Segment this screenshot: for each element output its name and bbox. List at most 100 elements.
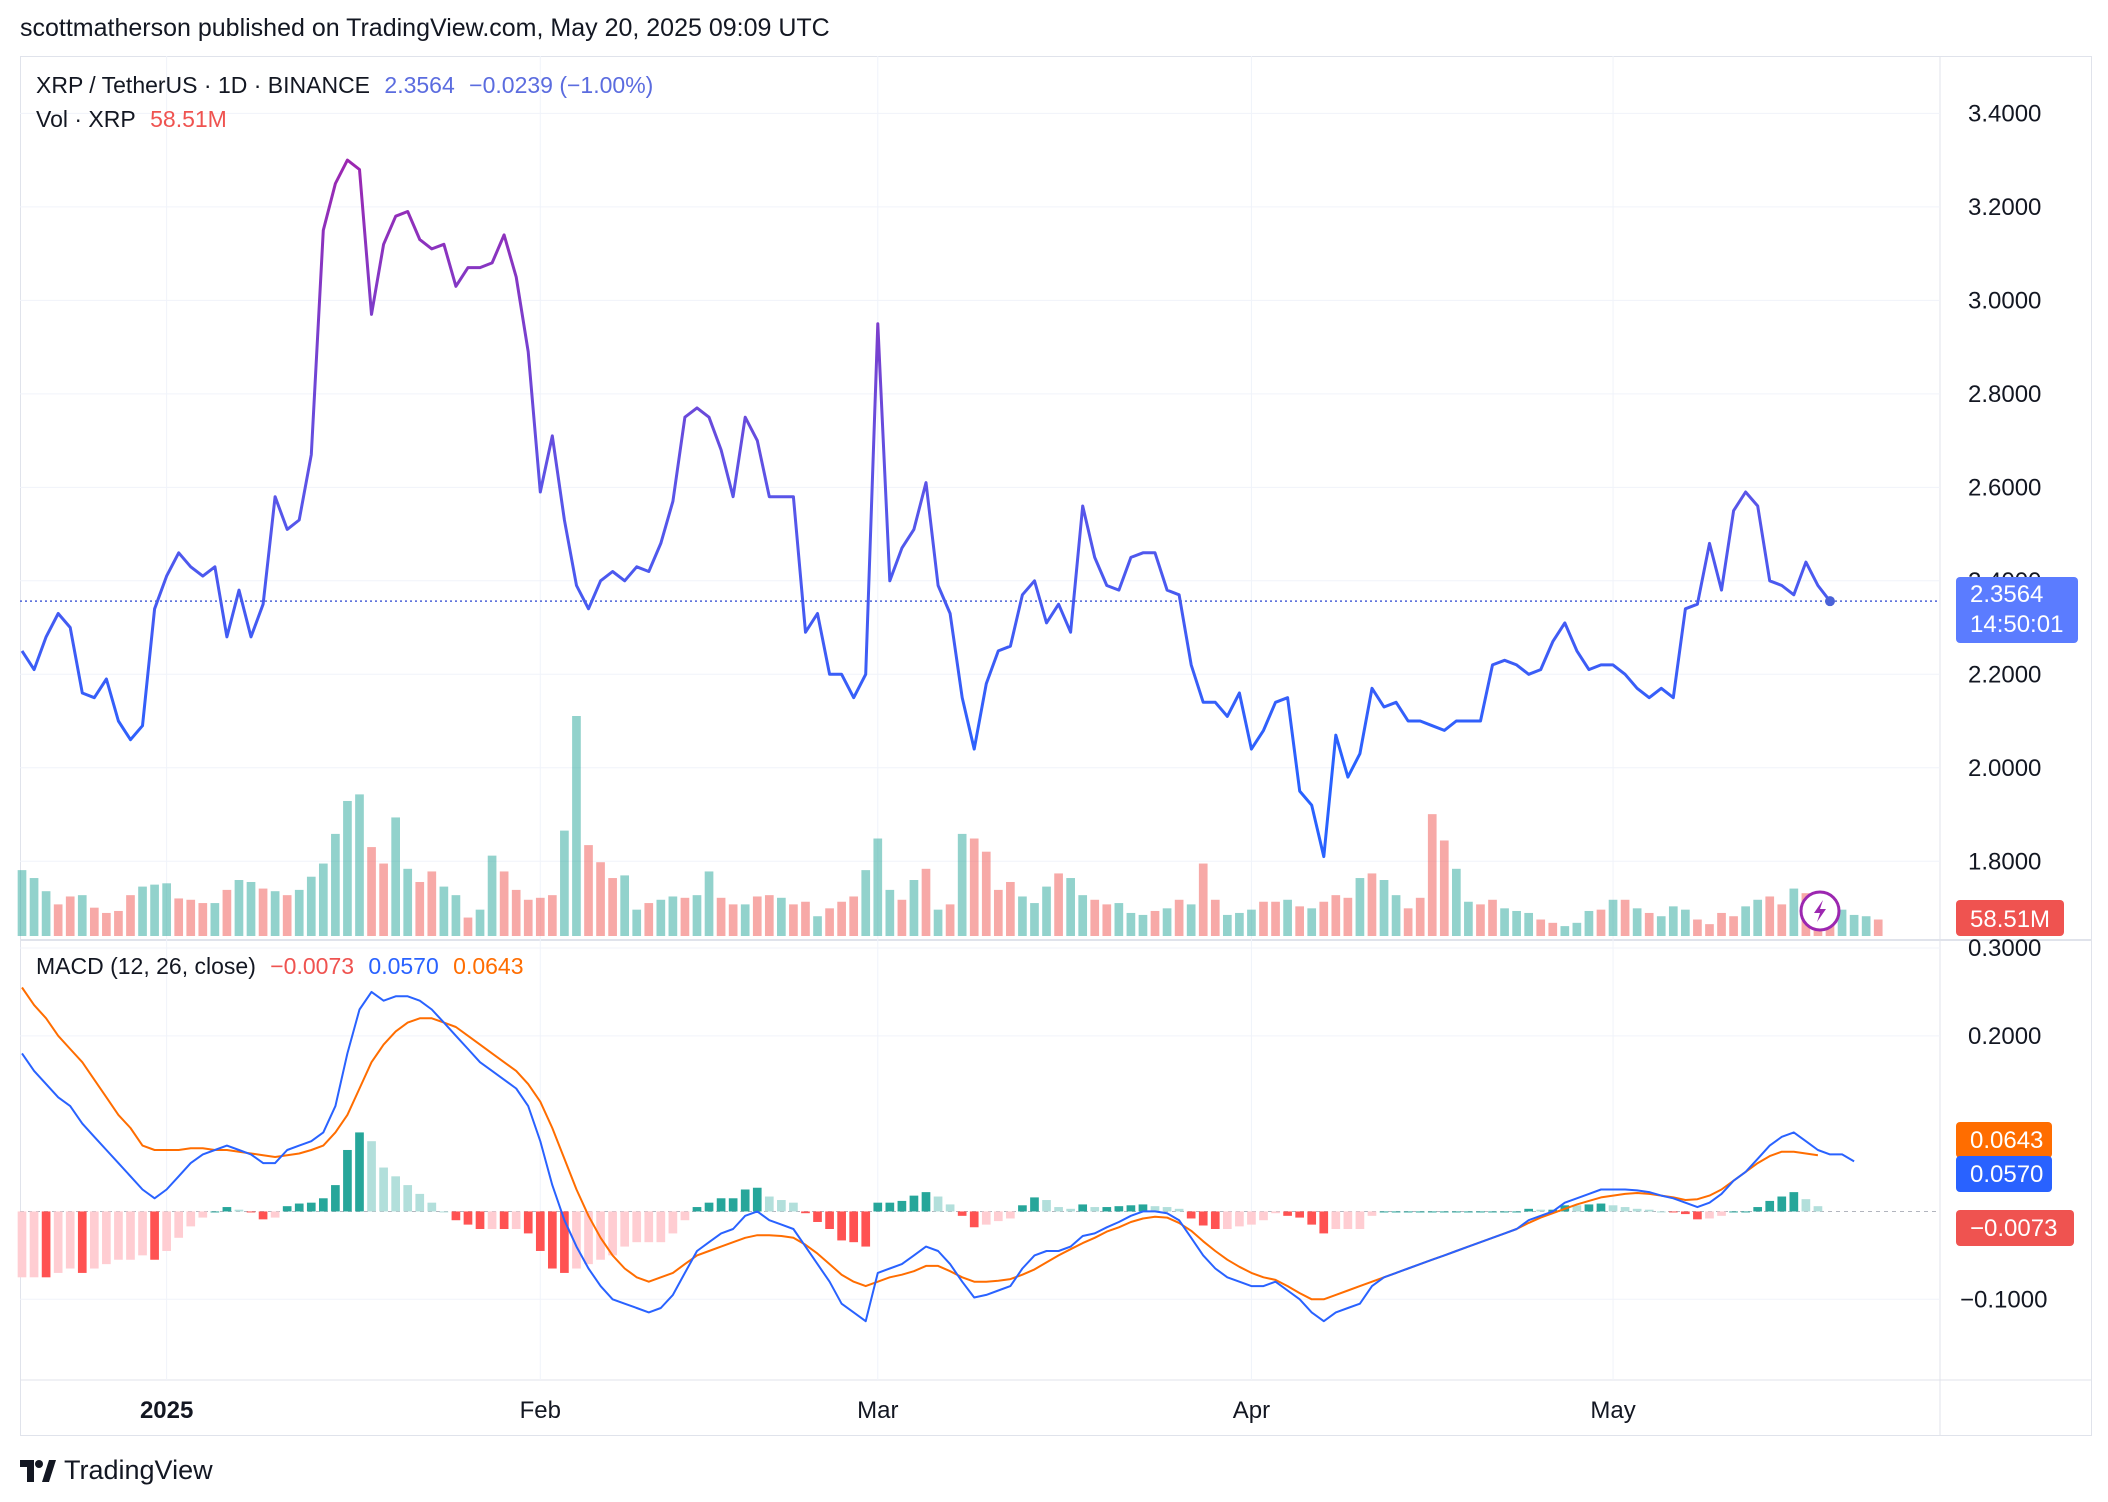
volume-bar [716, 897, 726, 936]
volume-bar [270, 891, 280, 936]
volume-bar [1753, 899, 1763, 936]
volume-bar [1608, 899, 1618, 936]
volume-bar [1717, 912, 1726, 936]
volume-bar [29, 878, 39, 936]
volume-bar [222, 889, 232, 936]
volume-bar [825, 908, 834, 936]
volume-legend: Vol · XRP 58.51M [36, 106, 235, 133]
macd-histogram-bar [114, 1211, 123, 1260]
macd-tick-label: −0.1000 [1960, 1286, 2047, 1313]
volume-bar [1620, 899, 1630, 936]
volume-bar [198, 903, 208, 936]
macd-histogram-bar [1500, 1211, 1509, 1213]
macd-histogram-bar [560, 1211, 569, 1273]
volume-bar [728, 904, 738, 936]
grid-lines [20, 56, 2092, 1436]
volume-bar [861, 870, 871, 936]
volume-bar [789, 904, 798, 936]
macd-histogram-bar [415, 1193, 425, 1212]
macd-label[interactable]: MACD (12, 26, close) [36, 953, 256, 979]
volume-bar [463, 917, 473, 936]
macd-histogram-bar [656, 1211, 666, 1243]
volume-bar [17, 870, 27, 936]
volume-bar [1271, 901, 1280, 936]
volume-bar [1789, 888, 1799, 936]
volume-bar [427, 871, 437, 936]
macd-histogram-bar [1150, 1206, 1160, 1212]
time-tick-label: Feb [520, 1397, 561, 1424]
macd-histogram-bar [1427, 1211, 1437, 1213]
macd-histogram-bar [1090, 1207, 1100, 1212]
volume-bar [355, 794, 364, 936]
macd-histogram-bar [391, 1176, 400, 1212]
macd-histogram-bar [1343, 1211, 1353, 1230]
symbol-name[interactable]: XRP / TetherUS · 1D · BINANCE [36, 72, 371, 98]
macd-histogram-bar [981, 1211, 991, 1225]
volume-bar [596, 862, 605, 936]
lightning-icon[interactable] [1799, 890, 1841, 932]
volume-bar [41, 891, 51, 936]
macd-histogram-bar [1162, 1207, 1172, 1212]
macd-histogram-bar [1777, 1196, 1787, 1212]
volume-bar [1596, 909, 1606, 936]
macd-histogram-bar [427, 1202, 437, 1212]
volume-bar [331, 833, 340, 936]
macd-histogram-bar [53, 1211, 63, 1273]
volume-value: 58.51M [150, 106, 227, 132]
volume-bar [1849, 914, 1859, 936]
macd-histogram-bar [680, 1211, 690, 1221]
macd-histogram-bar [1247, 1211, 1256, 1225]
volume-bar [174, 898, 184, 936]
macd-histogram-bar [162, 1211, 171, 1251]
volume-bar [1283, 899, 1292, 936]
logo-text: TradingView [64, 1455, 213, 1485]
volume-bar [993, 889, 1003, 936]
tradingview-logo[interactable]: TradingView [20, 1455, 213, 1486]
macd-histogram-bar [740, 1189, 750, 1212]
macd-histogram-bar [969, 1211, 979, 1228]
volume-bar [234, 880, 244, 936]
macd-histogram-bar [1379, 1211, 1389, 1213]
volume-bar [114, 910, 123, 936]
macd-histogram-bar [29, 1211, 39, 1278]
macd-histogram-bar [1729, 1211, 1738, 1213]
macd-histogram-bar [1367, 1211, 1377, 1216]
macd-tag-box [1956, 1156, 2052, 1192]
volume-bar [1042, 886, 1051, 936]
macd-histogram-bar [246, 1211, 256, 1213]
volume-bar [89, 907, 99, 936]
hist-tag-value: −0.0073 [1970, 1215, 2057, 1242]
volume-bar [1102, 904, 1112, 936]
volume-bar [1548, 922, 1558, 936]
macd-histogram-bar [1632, 1208, 1642, 1212]
macd-histogram-bar [234, 1209, 244, 1212]
volume-bar [1331, 895, 1341, 936]
macd-histogram-bar [1705, 1211, 1714, 1219]
volume-bar [957, 833, 967, 936]
time-axis[interactable]: 2025 Feb Mar Apr May [140, 1397, 1636, 1424]
volume-bar [415, 881, 425, 936]
macd-histogram-bar [993, 1211, 1003, 1222]
volume-bar [1018, 896, 1027, 936]
macd-histogram-bar [957, 1211, 967, 1216]
macd-histogram-bar [897, 1200, 907, 1212]
volume-bar [764, 895, 774, 936]
volume-bar [1186, 904, 1196, 936]
macd-histogram-bar [379, 1167, 388, 1212]
volume-bar [1681, 909, 1690, 936]
volume-bar [945, 904, 955, 936]
time-tick-label: May [1590, 1397, 1635, 1424]
volume-label[interactable]: Vol · XRP [36, 106, 136, 132]
volume-bar [1162, 908, 1172, 936]
macd-histogram-bar [89, 1211, 99, 1269]
chart-frame[interactable] [20, 56, 2092, 1436]
volume-bar [499, 871, 509, 936]
macd-histogram-bar [294, 1203, 304, 1212]
macd-histogram-bar [17, 1211, 27, 1278]
macd-histogram-bar [451, 1211, 461, 1221]
macd-histogram-bar [523, 1211, 533, 1234]
macd-histogram-bar [1415, 1211, 1425, 1213]
macd-histogram-bar [1355, 1211, 1365, 1230]
volume-bar [1464, 901, 1473, 936]
